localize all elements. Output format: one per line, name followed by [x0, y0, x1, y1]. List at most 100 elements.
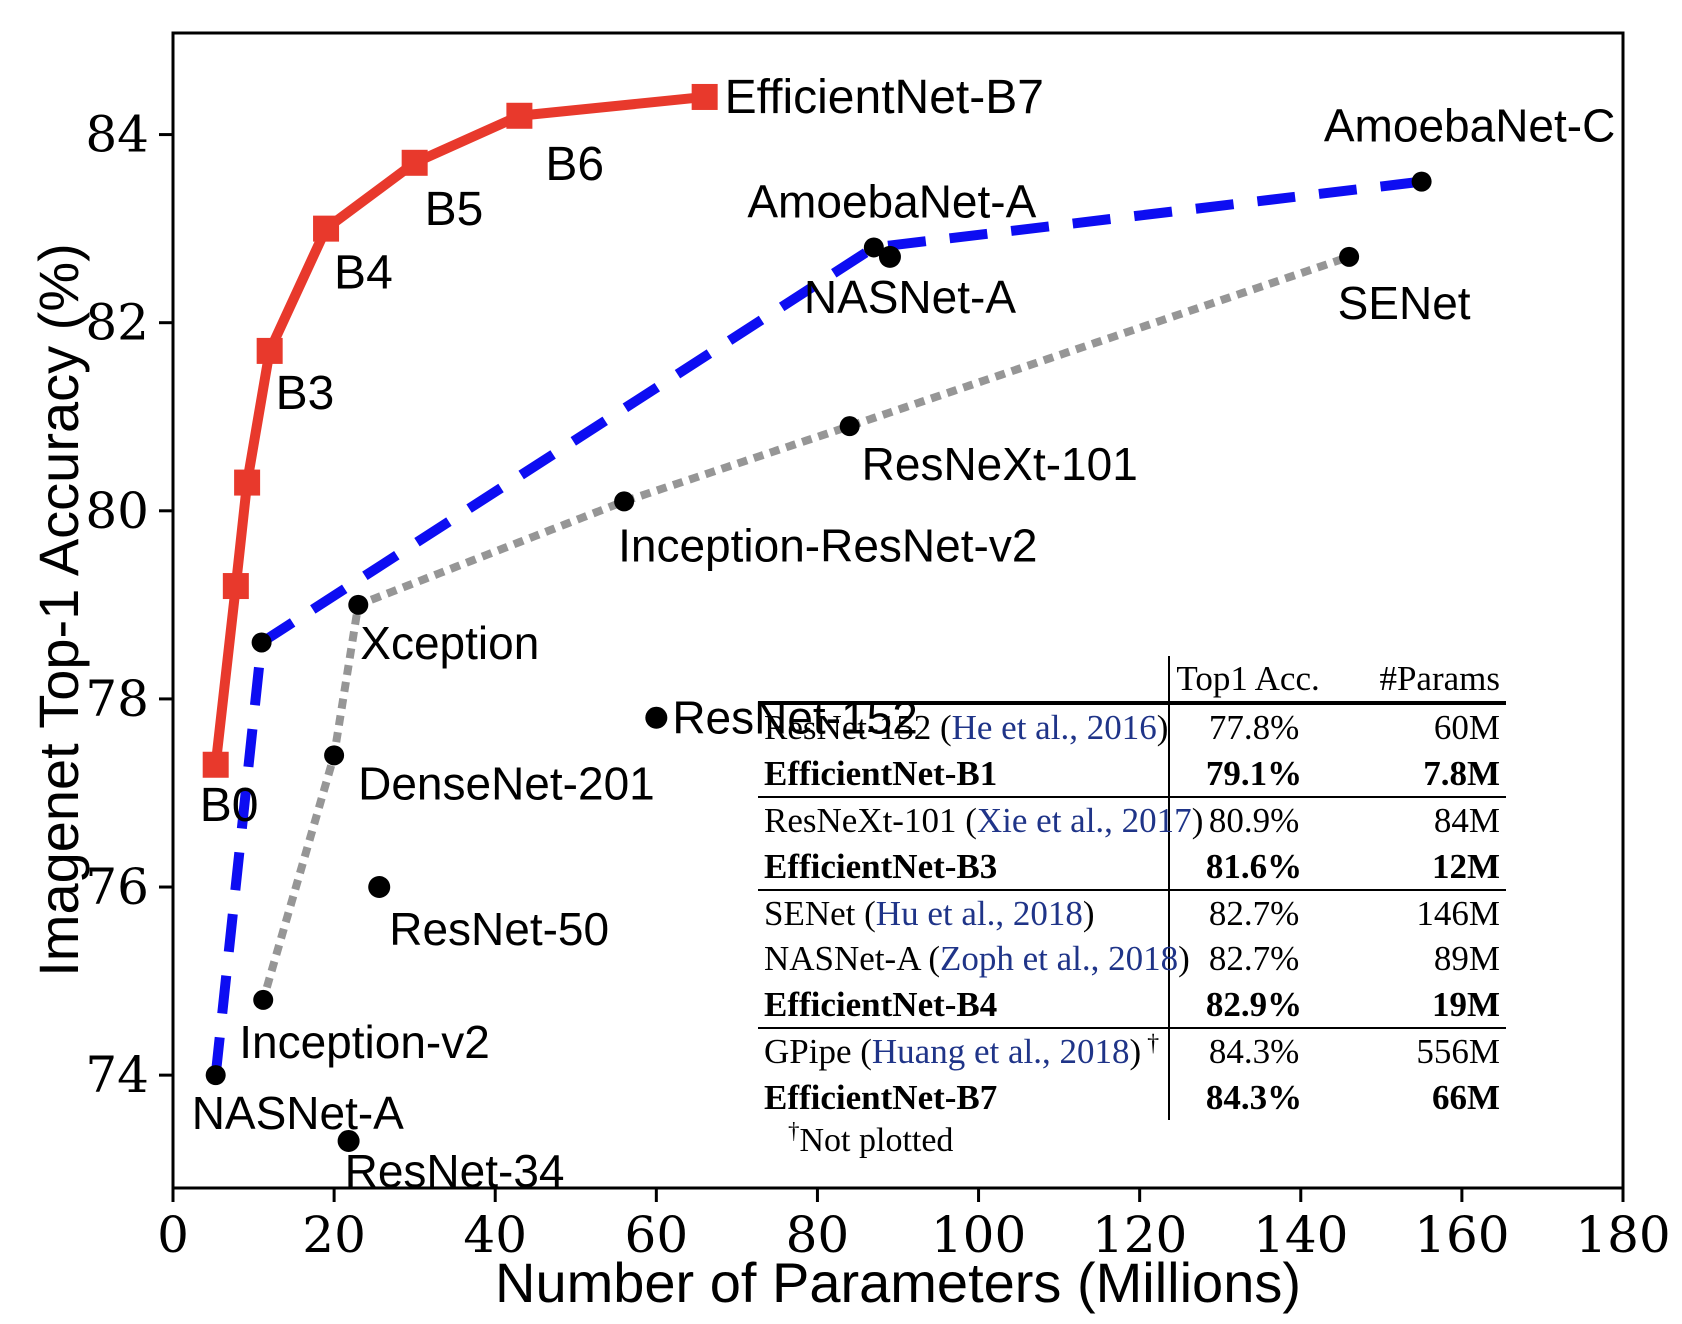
- cell-model: NASNet-A (Zoph et al., 2018): [764, 939, 1190, 979]
- point-AmoebaNet-C: [1411, 171, 1432, 192]
- cell-model: EfficientNet-B3: [758, 844, 1169, 890]
- point-EfficientNet-B2: [234, 469, 261, 496]
- model-name: GPipe: [764, 1032, 852, 1072]
- cell-params: 60M: [1433, 708, 1500, 748]
- cell-model: GPipe (Huang et al., 2018) †: [758, 1027, 1170, 1075]
- point-ResNet-34: [337, 1129, 360, 1152]
- x-tick-label: 100: [931, 1206, 1026, 1264]
- x-tick-label: 180: [1575, 1206, 1670, 1264]
- y-tick-label: 82: [85, 294, 149, 352]
- cell-model: EfficientNet-B7: [758, 1075, 1169, 1120]
- point-AmoebaNet-A: [863, 237, 884, 258]
- cell-params: 89M: [1433, 939, 1500, 979]
- point-DenseNet-201: [324, 745, 345, 766]
- cell-params: 66M: [1431, 1077, 1500, 1117]
- point-EfficientNet-B7: [691, 83, 718, 110]
- cell-top1-acc: 82.7%: [1168, 936, 1338, 982]
- cell-model: ResNeXt-101 (Xie et al., 2017): [758, 796, 1203, 844]
- x-tick-label: 20: [302, 1206, 366, 1264]
- table-row-SENet: SENet (Hu et al., 2018) 82.7% 146M: [758, 888, 1506, 937]
- cell-top1-acc: 84.3%: [1168, 1027, 1338, 1075]
- x-axis-title: Number of Parameters (Millions): [495, 1251, 1301, 1314]
- x-tick-label: 40: [463, 1206, 527, 1264]
- cell-params: 84M: [1337, 796, 1506, 844]
- label-EfficientNet-B6: B6: [545, 138, 604, 191]
- x-tick-label: 80: [786, 1206, 850, 1264]
- table-row-NASNet-A: NASNet-A (Zoph et al., 2018) 82.7% 89M: [758, 936, 1506, 982]
- cell-model: ResNet-152 (He et al., 2016): [764, 708, 1169, 748]
- citation-link[interactable]: Huang et al., 2018: [871, 1032, 1130, 1072]
- inset-comparison-table: Top1 Acc. #Params ResNet-152 (He et al.,…: [758, 656, 1506, 1160]
- plot-border: [171, 31, 1625, 1190]
- cell-top1-acc: 81.6%: [1168, 843, 1338, 890]
- table-row-EfficientNet-B1: EfficientNet-B1 79.1% 7.8M: [758, 750, 1506, 798]
- table-row-ResNeXt-101: ResNeXt-101 (Xie et al., 2017) 80.9% 84M: [758, 796, 1506, 844]
- x-tick-label: 140: [1253, 1206, 1348, 1264]
- cell-params: 12M: [1431, 846, 1500, 886]
- efficientnet-line: [210, 91, 706, 766]
- comparison-table: Top1 Acc. #Params ResNet-152 (He et al.,…: [758, 656, 1506, 1120]
- cell-top1-acc: 82.7%: [1168, 888, 1338, 937]
- citation-link[interactable]: He et al., 2016: [951, 708, 1157, 748]
- model-name: NASNet-A: [764, 939, 920, 979]
- table-row-EfficientNet-B4: EfficientNet-B4 82.9% 19M: [758, 981, 1506, 1029]
- label-EfficientNet-B7: EfficientNet-B7: [725, 71, 1044, 124]
- x-tick-label: 120: [1092, 1206, 1187, 1264]
- header-model-blank: [758, 656, 1170, 706]
- table-row-GPipe: GPipe (Huang et al., 2018) † 84.3% 556M: [758, 1027, 1506, 1075]
- cell-model: SENet (Hu et al., 2018): [758, 888, 1170, 937]
- dagger-icon: †: [788, 1118, 800, 1144]
- header-params: #Params: [1337, 656, 1506, 706]
- cell-params: 19M: [1431, 984, 1500, 1024]
- label-EfficientNet-B4: B4: [334, 247, 393, 300]
- y-tick-label: 84: [85, 106, 149, 164]
- other-convnets-trendline-line: [258, 251, 1355, 1005]
- point-NASNet-A-large: [878, 245, 901, 268]
- label-AmoebaNet-C: AmoebaNet-C: [1324, 100, 1615, 152]
- model-name: EfficientNet-B1: [764, 753, 998, 793]
- point-unlabeled-point: [251, 632, 272, 653]
- table-row-EfficientNet-B7: EfficientNet-B7 84.3% 66M: [758, 1074, 1506, 1120]
- point-Inception-ResNet-v2: [614, 491, 635, 512]
- cell-params: 146M: [1337, 888, 1506, 937]
- table-row-ResNet-152: ResNet-152 (He et al., 2016) 77.8% 60M: [758, 703, 1506, 751]
- cell-model: EfficientNet-B4: [758, 982, 1169, 1028]
- label-EfficientNet-B3: B3: [276, 367, 335, 420]
- x-tick-label: 60: [625, 1206, 689, 1264]
- citation-link[interactable]: Zoph et al., 2018: [939, 939, 1179, 979]
- label-AmoebaNet-A: AmoebaNet-A: [747, 175, 1036, 227]
- table-footnote: †Not plotted: [758, 1118, 1506, 1160]
- cell-params: 7.8M: [1423, 753, 1500, 793]
- point-EfficientNet-B0: [202, 751, 229, 778]
- point-EfficientNet-B1: [222, 573, 249, 600]
- cell-top1-acc: 80.9%: [1168, 796, 1338, 844]
- point-Inception-v2: [253, 989, 274, 1010]
- cell-top1-acc: 82.9%: [1168, 981, 1338, 1029]
- point-EfficientNet-B6: [506, 102, 533, 129]
- label-SENet: SENet: [1338, 277, 1471, 329]
- point-EfficientNet-B5: [401, 149, 428, 176]
- y-tick-label: 76: [85, 858, 149, 916]
- cell-params: 556M: [1337, 1027, 1506, 1075]
- label-DenseNet-201: DenseNet-201: [358, 757, 655, 809]
- point-Xception: [348, 594, 369, 615]
- point-ResNet-50: [368, 876, 391, 899]
- nasnet-amoebanet-family-line: [210, 176, 1423, 1076]
- model-name: ResNeXt-101: [764, 801, 957, 841]
- label-Inception-v2: Inception-v2: [239, 1016, 490, 1068]
- citation-link[interactable]: Hu et al., 2018: [875, 893, 1083, 933]
- cell-top1-acc: 79.1%: [1168, 750, 1338, 798]
- label-NASNet-A-mobile: NASNet-A: [192, 1087, 404, 1139]
- label-ResNet-50: ResNet-50: [389, 903, 609, 955]
- model-name: EfficientNet-B3: [764, 846, 998, 886]
- cell-top1-acc: 84.3%: [1168, 1074, 1338, 1120]
- citation-link[interactable]: Xie et al., 2017: [976, 801, 1192, 841]
- header-top1-acc: Top1 Acc.: [1168, 656, 1338, 706]
- point-ResNeXt-101: [839, 416, 860, 437]
- model-name: SENet: [764, 893, 856, 933]
- cell-model: EfficientNet-B1: [758, 751, 1169, 797]
- label-Xception: Xception: [360, 617, 539, 669]
- footnote-text: Not plotted: [799, 1121, 954, 1159]
